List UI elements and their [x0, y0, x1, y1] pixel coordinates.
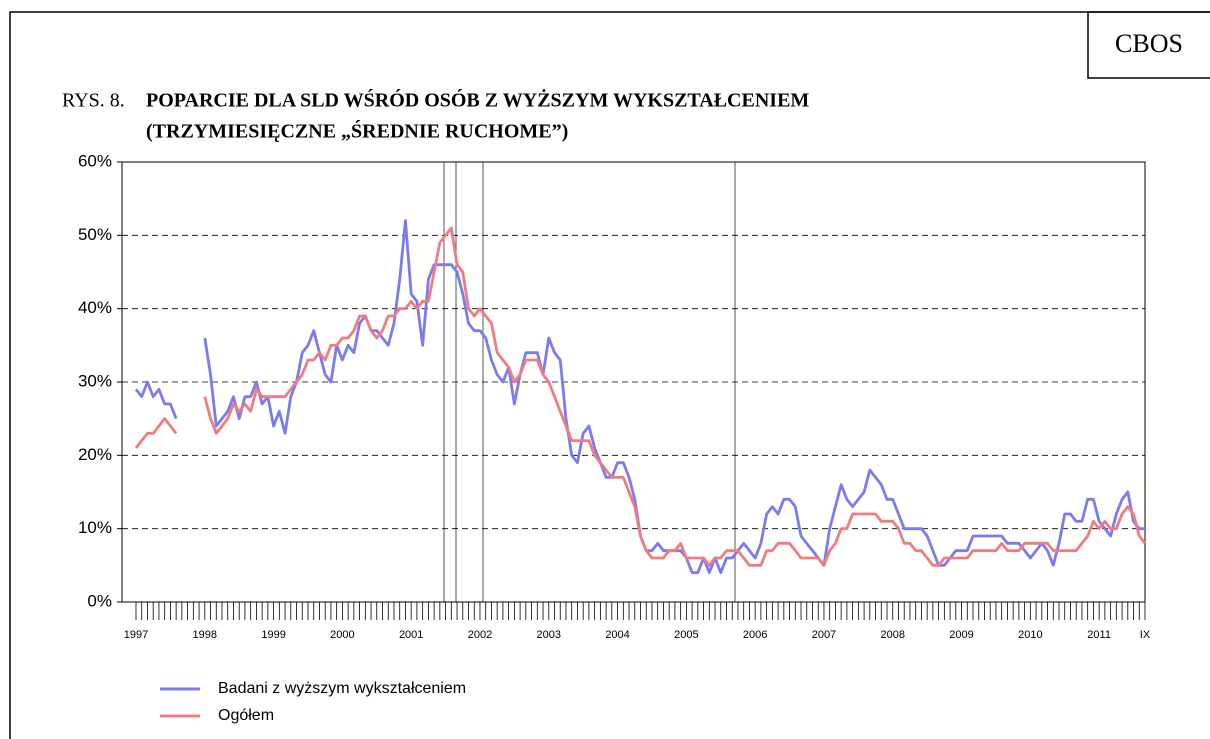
y-tick-label: 50%	[78, 225, 112, 244]
figure-label: RYS. 8.	[62, 90, 125, 112]
series-line	[134, 226, 1147, 567]
x-tick-label: 2002	[468, 629, 492, 641]
y-tick-label: 20%	[78, 445, 112, 464]
x-tick-label: 2008	[881, 629, 905, 641]
legend-label: Ogółem	[218, 707, 274, 724]
x-tick-label: 2004	[605, 629, 629, 641]
x-tick-label: 2009	[949, 629, 973, 641]
y-tick-label: 30%	[78, 371, 112, 390]
page-frame	[9, 11, 1210, 739]
y-tick-label: 40%	[78, 298, 112, 317]
x-tick-label: 2010	[1018, 629, 1042, 641]
x-tick-label: IX	[1140, 629, 1151, 641]
chart-title: (TRZYMIESIĘCZNE „ŚREDNIE RUCHOME”)	[146, 119, 568, 143]
legend-label: Badani z wyższym wykształceniem	[218, 680, 466, 697]
x-tick-label: 2007	[812, 629, 836, 641]
x-tick-label: 2005	[674, 629, 698, 641]
x-tick-label: 1999	[261, 629, 285, 641]
source: CBOS	[1115, 29, 1183, 58]
x-tick-label: 1997	[124, 629, 148, 641]
y-tick-label: 60%	[78, 151, 112, 170]
x-tick-label: 2001	[399, 629, 423, 641]
chart-title: POPARCIE DLA SLD WŚRÓD OSÓB Z WYŻSZYM WY…	[146, 88, 809, 112]
source-box	[1087, 11, 1210, 79]
x-tick-label: 2003	[537, 629, 561, 641]
x-tick-label: 2011	[1087, 629, 1111, 641]
y-tick-label: 10%	[78, 518, 112, 537]
x-tick-label: 2006	[743, 629, 767, 641]
series-line	[134, 219, 1145, 575]
y-tick-label: 0%	[87, 591, 112, 610]
x-tick-label: 2000	[330, 629, 354, 641]
x-tick-label: 1998	[193, 629, 217, 641]
